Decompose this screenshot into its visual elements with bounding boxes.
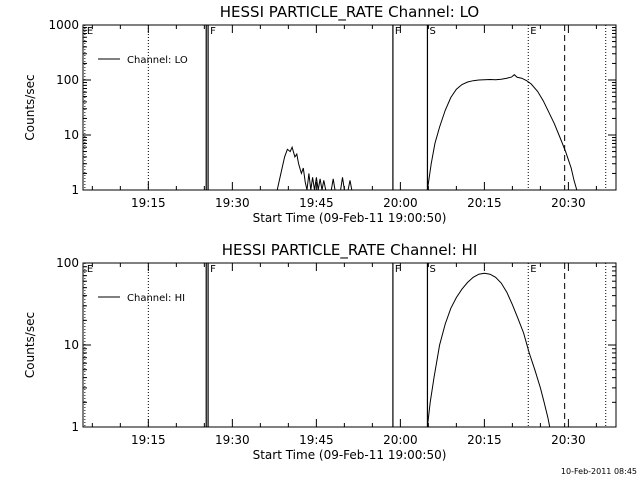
x-tick-label: 20:00 <box>383 433 418 447</box>
x-tick-label: 20:30 <box>551 196 586 210</box>
plot-frame <box>82 262 617 428</box>
x-tick-label: 19:30 <box>215 433 250 447</box>
event-marker-label: F <box>210 26 216 37</box>
x-tick-label: 20:15 <box>467 196 502 210</box>
footer-timestamp: 10-Feb-2011 08:45 <box>561 467 637 476</box>
x-axis-label: Start Time (09-Feb-11 19:00:50) <box>253 448 447 462</box>
series-line-segment <box>426 272 551 428</box>
x-tick-label: 19:45 <box>299 196 334 210</box>
y-axis-label: Counts/sec <box>23 74 37 140</box>
event-marker-label: F <box>210 264 216 275</box>
y-tick-label: 10 <box>64 338 79 352</box>
y-tick-label: 10 <box>64 128 79 142</box>
series-line-segment <box>426 74 578 191</box>
event-marker-label: F <box>395 26 401 37</box>
x-tick-label: 19:45 <box>299 433 334 447</box>
legend-entry: Channel: LO <box>127 55 188 66</box>
panel-hi: HESSI PARTICLE_RATE Channel: HI 19:15 19:3… <box>23 241 617 462</box>
y-tick-label: 100 <box>56 73 79 87</box>
y-tick-label: 1 <box>71 183 79 197</box>
plot-frame <box>82 24 617 191</box>
panel-lo: HESSI PARTICLE_RATE Channel: LO 19:15 19:3… <box>23 3 617 225</box>
chart-title: HESSI PARTICLE_RATE Channel: LO <box>220 3 479 22</box>
event-marker-label: E <box>87 26 93 37</box>
event-marker-label: E <box>530 264 536 275</box>
x-axis-label: Start Time (09-Feb-11 19:00:50) <box>253 211 447 225</box>
y-tick-label: 100 <box>56 256 79 270</box>
x-tick-label: 20:15 <box>467 433 502 447</box>
legend-entry: Channel: HI <box>127 293 185 304</box>
event-marker-label: S <box>429 26 435 37</box>
event-marker-label: S <box>429 264 435 275</box>
x-tick-label: 19:15 <box>131 433 166 447</box>
chart-title: HESSI PARTICLE_RATE Channel: HI <box>222 241 478 260</box>
y-tick-label: 1000 <box>48 18 79 32</box>
series-line-segment <box>276 145 353 191</box>
y-axis-label: Counts/sec <box>23 312 37 378</box>
x-tick-label: 19:30 <box>215 196 250 210</box>
x-tick-label: 20:30 <box>551 433 586 447</box>
y-tick-label: 1 <box>71 420 79 434</box>
event-marker-label: F <box>395 264 401 275</box>
event-marker-label: E <box>87 264 93 275</box>
x-tick-label: 19:15 <box>131 196 166 210</box>
event-marker-label: E <box>530 26 536 37</box>
x-tick-label: 20:00 <box>383 196 418 210</box>
